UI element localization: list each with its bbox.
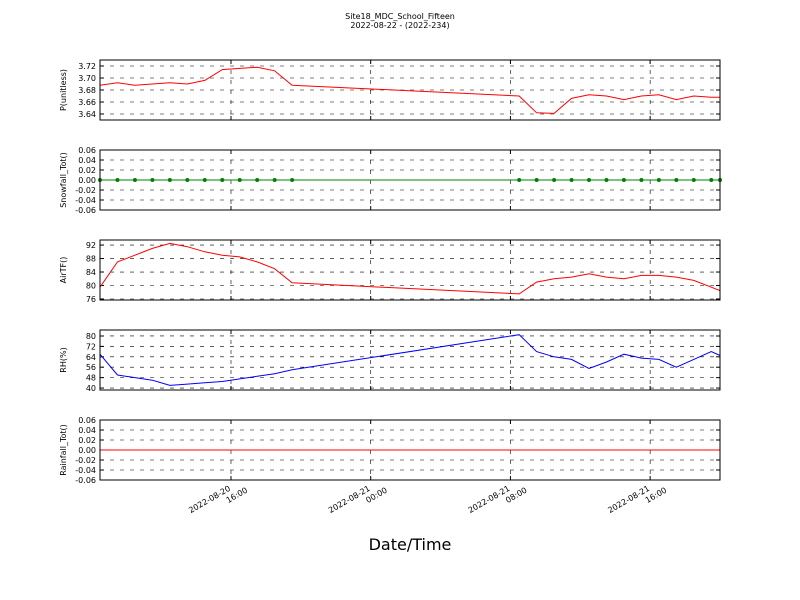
y-tick-label: 3.68 [78, 86, 96, 95]
y-tick-label: -0.06 [75, 206, 96, 215]
y-tick-label: 3.70 [78, 74, 96, 83]
y-tick-label: 76 [86, 295, 96, 304]
y-axis-label: Snowfall_Tot() [59, 152, 68, 208]
y-tick-label: -0.02 [75, 186, 96, 195]
y-tick-label: 0.06 [78, 416, 96, 425]
data-point [569, 178, 574, 182]
y-tick-label: 80 [86, 282, 96, 291]
data-point [709, 178, 714, 182]
data-point [587, 178, 592, 182]
y-tick-label: 64 [86, 353, 96, 362]
data-point [604, 178, 609, 182]
data-point [517, 178, 522, 182]
plot-frame [99, 59, 721, 121]
y-axis-label: P(unitless) [59, 69, 68, 111]
y-axis-label: Rainfall_Tot() [59, 424, 68, 476]
chart-subtitle: 2022-08-22 - (2022-234) [350, 21, 449, 30]
plot-frame [99, 149, 721, 211]
y-tick-label: 0.02 [78, 166, 96, 175]
data-line [99, 334, 721, 386]
data-line [99, 242, 721, 295]
data-point [534, 178, 539, 182]
y-tick-label: 48 [86, 374, 96, 383]
y-tick-label: -0.04 [75, 196, 96, 205]
plot-frame [99, 329, 721, 391]
x-axis-label: Date/Time [369, 535, 452, 554]
y-axis-label: RH(%) [59, 347, 68, 372]
data-point [237, 178, 242, 182]
y-tick-label: 0.04 [78, 156, 96, 165]
y-tick-label: 0.00 [78, 446, 96, 455]
data-point [656, 178, 661, 182]
y-tick-label: 0.06 [78, 146, 96, 155]
chart-title: Site18_MDC_School_Fifteen [345, 12, 455, 21]
y-tick-label: 88 [86, 255, 96, 264]
data-point [691, 178, 696, 182]
data-point [674, 178, 679, 182]
y-tick-label: 92 [86, 241, 96, 250]
data-point [255, 178, 260, 182]
data-point [290, 178, 295, 182]
y-tick-label: -0.04 [75, 466, 96, 475]
data-line [99, 66, 720, 114]
y-tick-label: -0.02 [75, 456, 96, 465]
data-point [639, 178, 644, 182]
y-tick-label: 72 [86, 342, 96, 351]
data-point [220, 178, 225, 182]
y-tick-label: 56 [86, 363, 96, 372]
y-tick-label: 3.66 [78, 98, 96, 107]
plot-frame [99, 239, 721, 301]
y-tick-label: 84 [86, 268, 96, 277]
data-point [185, 178, 190, 182]
y-axis-label: AirTF() [59, 257, 68, 284]
data-point [272, 178, 277, 182]
plot-frame [99, 419, 721, 481]
y-tick-label: 0.04 [78, 426, 96, 435]
data-point [202, 178, 207, 182]
y-tick-label: 3.72 [78, 62, 96, 71]
y-tick-label: 40 [86, 384, 96, 393]
data-point [167, 178, 172, 182]
y-tick-label: 0.02 [78, 436, 96, 445]
data-point [132, 178, 137, 182]
data-point [552, 178, 557, 182]
y-tick-label: -0.06 [75, 476, 96, 485]
y-tick-label: 80 [86, 332, 96, 341]
y-tick-label: 0.00 [78, 176, 96, 185]
data-point [115, 178, 120, 182]
data-point [621, 178, 626, 182]
y-tick-label: 3.64 [78, 110, 96, 119]
data-point [150, 178, 155, 182]
